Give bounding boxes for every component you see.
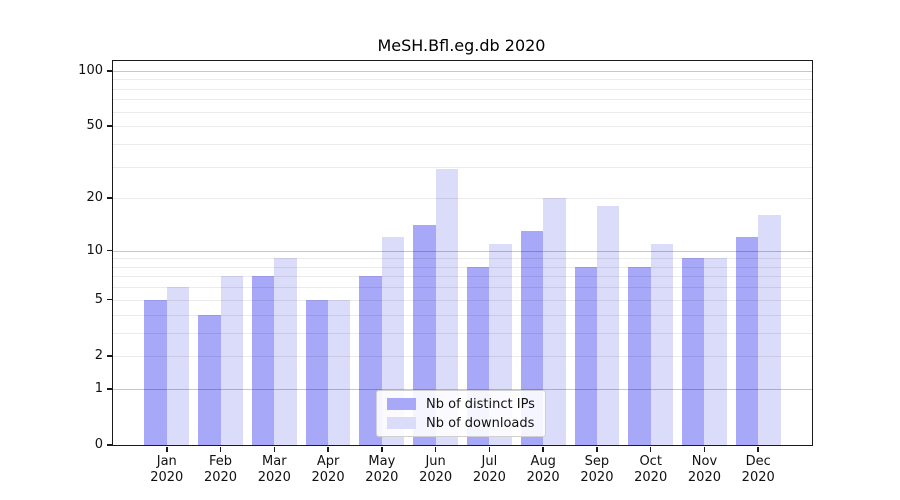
bar-downloads-oct: [650, 243, 674, 445]
x-tick-label-aug: Aug 2020: [526, 454, 560, 485]
x-tick-mark-jan: [166, 446, 168, 452]
bar-downloads-sep: [596, 206, 620, 445]
bar-downloads-dec: [758, 215, 781, 445]
bar-distinct-ips-sep: [574, 266, 597, 445]
x-tick-label-jan: Jan 2020: [150, 454, 184, 485]
gridline-minor-6: [113, 287, 812, 289]
bar-downloads-aug: [543, 198, 566, 445]
x-tick-label-jul: Jul 2020: [472, 454, 506, 485]
gridline-minor-8: [113, 266, 812, 268]
x-tick-mark-oct: [649, 446, 652, 452]
gridline-minor-9: [113, 258, 812, 260]
legend-label-distinct-ips: Nb of distinct IPs: [426, 396, 535, 412]
x-tick-label-dec: Dec 2020: [741, 454, 775, 485]
bar-downloads-jan: [166, 287, 190, 445]
y-tick-label-50: 50: [86, 118, 103, 134]
legend-swatch-distinct-ips: [387, 398, 416, 410]
y-tick-mark-10: [106, 249, 112, 252]
bar-distinct-ips-dec: [735, 237, 759, 445]
gridline-minor-4: [113, 314, 812, 316]
plot-area: 0 1 2 5 10 20 50 100 Jan 2020 Feb 2020 Mar 2020 Apr 20…: [78, 60, 813, 485]
chart-title: MeSH.Bfl.eg.db 2020: [377, 36, 546, 55]
x-tick-label-oct: Oct 2020: [634, 454, 668, 485]
legend-item-downloads: Nb of downloads: [377, 416, 545, 431]
bar-distinct-ips-nov: [682, 258, 705, 445]
x-tick-label-feb: Feb 2020: [203, 454, 238, 485]
bar-distinct-ips-mar: [251, 276, 275, 445]
gridline-minor-7: [113, 276, 812, 278]
bar-distinct-ips-feb: [198, 314, 221, 445]
gridline-minor-80: [113, 88, 812, 90]
gridline-major-100: [113, 70, 812, 72]
x-tick-label-mar: Mar 2020: [257, 454, 291, 485]
gridline-minor-2: [113, 355, 812, 357]
y-tick-label-100: 100: [78, 62, 103, 78]
y-tick-mark-1: [106, 388, 112, 390]
y-tick-label-1: 1: [94, 380, 103, 396]
gridline-minor-90: [113, 79, 812, 81]
y-tick-label-5: 5: [94, 291, 103, 307]
gridline-minor-3: [113, 332, 812, 334]
x-tick-label-apr: Apr 2020: [311, 454, 345, 485]
gridline-minor-60: [113, 111, 812, 113]
gridline-minor-5: [113, 299, 812, 301]
y-tick-mark-20: [106, 197, 112, 199]
y-tick-label-20: 20: [86, 190, 103, 206]
gridline-major-10: [113, 250, 812, 252]
gridline-minor-30: [113, 166, 812, 168]
bar-downloads-mar: [274, 258, 297, 445]
x-tick-mark-nov: [703, 446, 706, 452]
x-tick-mark-aug: [542, 446, 544, 452]
x-tick-mark-sep: [596, 446, 598, 452]
legend-swatch-downloads: [387, 417, 416, 429]
bar-downloads-apr: [328, 299, 351, 445]
bar-distinct-ips-jan: [144, 299, 167, 445]
bar-downloads-jun: [435, 169, 458, 445]
bar-downloads-nov: [704, 258, 727, 445]
y-tick-mark-100: [106, 70, 112, 72]
x-tick-label-sep: Sep 2020: [580, 454, 614, 485]
legend-label-downloads: Nb of downloads: [426, 415, 535, 431]
y-tick-label-0: 0: [94, 437, 103, 452]
legend-item-distinct-ips: Nb of distinct IPs: [377, 397, 545, 412]
x-tick-label-nov: Nov 2020: [687, 454, 721, 485]
y-tick-mark-5: [106, 298, 112, 301]
gridline-minor-40: [113, 143, 812, 145]
x-tick-mark-jun: [434, 446, 437, 452]
y-tick-label-2: 2: [94, 347, 103, 363]
x-tick-label-may: May 2020: [365, 454, 399, 485]
x-tick-mark-feb: [219, 446, 222, 452]
legend: Nb of distinct IPs Nb of downloads: [376, 390, 546, 437]
x-tick-label-jun: Jun 2020: [419, 454, 453, 485]
x-tick-mark-apr: [327, 446, 329, 452]
y-tick-mark-2: [106, 355, 112, 357]
y-tick-mark-0: [106, 444, 112, 446]
gridline-minor-20: [113, 198, 812, 200]
x-tick-mark-may: [381, 446, 383, 452]
y-tick-mark-50: [106, 125, 112, 127]
gridline-major-1: [113, 388, 812, 390]
gridline-minor-70: [113, 99, 812, 101]
bar-distinct-ips-apr: [305, 299, 329, 445]
bar-distinct-ips-oct: [628, 266, 651, 445]
y-tick-label-10: 10: [86, 242, 103, 258]
x-tick-mark-mar: [273, 446, 276, 452]
bar-downloads-feb: [220, 276, 243, 445]
gridline-minor-50: [113, 126, 812, 128]
x-tick-mark-dec: [757, 446, 759, 452]
x-tick-mark-jul: [488, 446, 491, 452]
